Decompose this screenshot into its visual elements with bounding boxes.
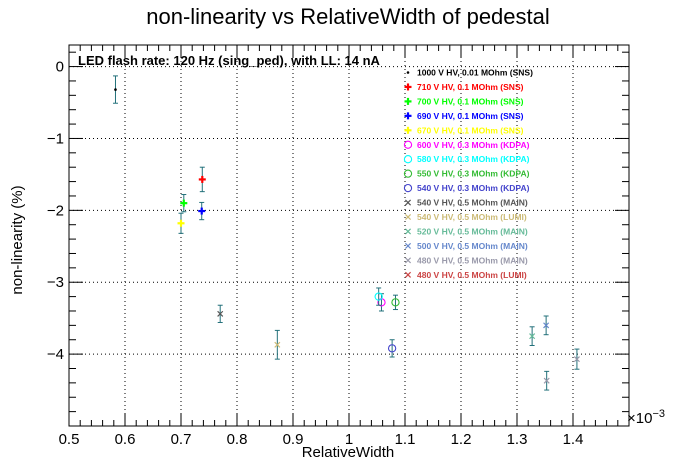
legend-marker [404,112,412,120]
legend-entry: 480 V HV, 0.5 MOhm (MAIN) [417,255,528,265]
legend-entry: 480 V HV, 0.5 MOhm (LUMI) [417,270,527,280]
legend-marker [404,257,412,264]
legend-marker [404,213,412,221]
legend-marker [404,97,412,105]
legend-entry: 540 V HV, 0.3 MOhm (KDPA) [417,183,530,193]
x-tick-label: 0.9 [283,431,304,448]
legend-entry: 700 V HV, 0.1 MOhm (SNS) [417,96,524,106]
legend-entry: 540 V HV, 0.5 MOhm (LUMI) [417,212,527,222]
legend-marker [406,71,410,74]
data-point [217,310,224,317]
x-multiplier: ×10−3 [627,408,665,427]
y-tick-label: −3 [47,274,64,291]
data-point [374,292,383,301]
plot-frame [68,44,630,427]
x-tick-label: 0.6 [115,431,136,448]
annotation: LED flash rate: 120 Hz (sing_ped), with … [78,53,381,68]
chart-title: non-linearity vs RelativeWidth of pedest… [146,4,550,29]
data-point [529,333,536,340]
y-tick-label: −2 [47,202,64,219]
legend-marker [404,199,412,206]
x-tick-label: 1.1 [395,431,416,448]
y-tick-label: −4 [47,346,64,363]
legend-entry: 710 V HV, 0.1 MOhm (SNS) [417,82,524,92]
legend-entry: 670 V HV, 0.1 MOhm (SNS) [417,125,524,135]
legend-marker [404,242,412,249]
legend-marker [404,271,412,278]
data-point [198,175,206,183]
legend-entry: 1000 V HV, 0.01 MOhm (SNS) [417,68,533,78]
grid [69,45,629,426]
x-tick-label: 1 [345,431,353,448]
legend-entry: 550 V HV, 0.3 MOhm (KDPA) [417,169,530,179]
y-tick-label: 0 [56,59,64,76]
legend-entry: 580 V HV, 0.3 MOhm (KDPA) [417,154,530,164]
legend-marker [403,183,413,193]
legend-entry: 500 V HV, 0.5 MOhm (MAIN) [417,241,528,251]
data-point [274,341,281,348]
x-tick-label: 1.2 [451,431,472,448]
data-point [387,344,397,353]
legend-entry: 600 V HV, 0.3 MOhm (KDPA) [417,140,530,150]
x-multiplier-exponent: −3 [652,408,665,420]
axes: 0.5 0.6 0.7 0.8 0.9 1 1.1 1.2 1.3 1.4 0 −1 −2 −3 −4 [47,44,630,448]
data-point [177,219,185,227]
legend-marker [404,126,412,134]
x-tick-label: 0.7 [171,431,192,448]
data-point [573,356,580,363]
data-point [180,199,188,207]
x-multiplier-base: ×10 [627,410,652,427]
y-tick-label: −1 [47,130,64,147]
data-point [198,207,206,215]
legend: 1000 V HV, 0.01 MOhm (SNS) 710 V HV, 0.1 … [403,68,533,280]
legend-marker [404,228,412,235]
legend-entry: 690 V HV, 0.1 MOhm (SNS) [417,111,524,121]
legend-marker [404,83,412,91]
legend-marker [403,155,413,164]
legend-marker [403,140,413,149]
legend-entry: 540 V HV, 0.5 MOhm (MAIN) [417,198,528,208]
legend-marker [403,169,413,178]
legend-entry: 520 V HV, 0.5 MOhm (MAIN) [417,226,528,236]
data-point [391,298,400,307]
x-tick-label: 1.4 [563,431,584,448]
x-tick-label: 0.5 [59,431,80,448]
data-point [114,88,117,91]
y-axis-title: non-linearity (%) [9,185,26,294]
data-point [543,322,550,329]
x-tick-label: 0.8 [227,431,248,448]
data-points [112,75,580,391]
data-point [543,377,550,384]
x-tick-label: 1.3 [507,431,528,448]
x-axis-title: RelativeWidth [302,444,395,461]
